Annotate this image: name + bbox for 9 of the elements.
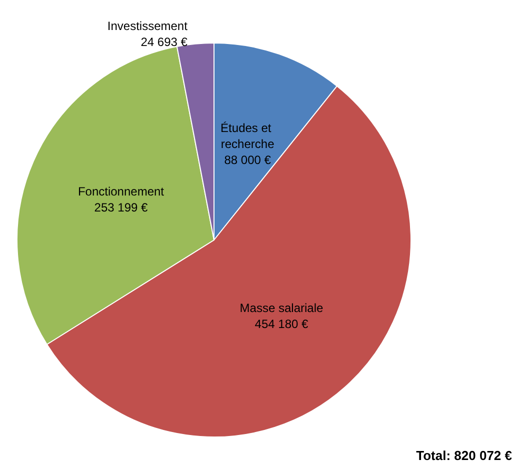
data-label: 253 199 €	[94, 200, 148, 214]
text: Total: 820 072 €	[416, 448, 512, 463]
slice-label: Fonctionnement	[78, 184, 165, 198]
slice-label: Études et recherche	[220, 121, 275, 152]
data-label: 24 693 €	[140, 34, 188, 49]
data-label: 454 180 €	[254, 316, 309, 331]
slice-label: Masse salariale	[240, 300, 324, 315]
slice-label: Investissement	[107, 18, 188, 33]
data-label: 88 000 €	[224, 153, 272, 168]
